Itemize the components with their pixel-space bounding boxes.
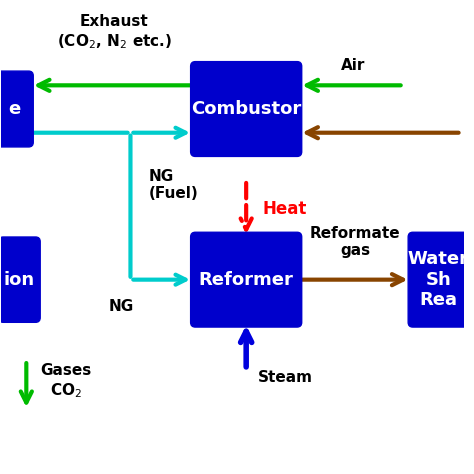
Text: Exhaust
(CO$_2$, N$_2$ etc.): Exhaust (CO$_2$, N$_2$ etc.) [57,14,172,51]
Text: Heat: Heat [263,200,307,218]
FancyBboxPatch shape [408,232,468,327]
FancyBboxPatch shape [191,62,302,156]
FancyBboxPatch shape [0,71,33,147]
FancyBboxPatch shape [0,237,40,322]
Text: Reformate
gas: Reformate gas [310,226,400,258]
Text: e: e [9,100,21,118]
Text: Air: Air [340,58,365,73]
Text: Water
Sh
Rea: Water Sh Rea [408,250,469,310]
Text: ion: ion [4,271,35,289]
Text: Combustor: Combustor [191,100,301,118]
Text: Reformer: Reformer [199,271,293,289]
FancyBboxPatch shape [191,232,302,327]
Text: Steam: Steam [258,370,313,385]
Text: NG: NG [109,299,134,314]
Text: Gases
CO$_2$: Gases CO$_2$ [40,363,91,400]
Text: NG
(Fuel): NG (Fuel) [149,169,199,201]
